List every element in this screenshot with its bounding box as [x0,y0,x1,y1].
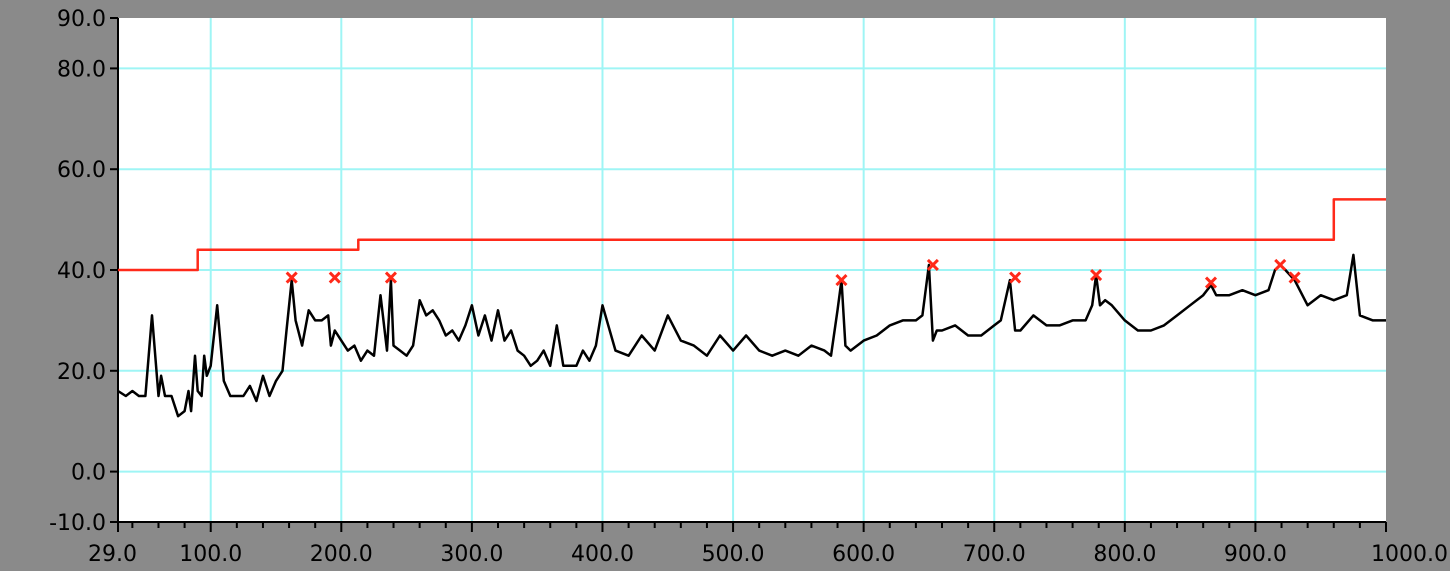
peak-marker-stroke [926,258,939,272]
peak-marker-stroke [328,271,341,284]
peak-marker [926,258,939,272]
peak-marker [1009,271,1022,284]
peak-marker-stroke [1288,271,1301,284]
peak-marker [835,274,848,287]
x-tick-label: 500.0 [702,542,765,567]
x-tick-label: 300.0 [440,542,503,567]
measurement-line [117,253,1386,418]
peak-marker-stroke [835,274,848,287]
y-tick-label: 80.0 [57,57,106,82]
y-tick-label: 20.0 [57,360,106,385]
x-tick-label: 700.0 [963,542,1026,567]
peak-marker [285,271,298,284]
peak-marker [328,271,341,284]
x-tick-label: 29.0 [88,542,137,567]
peak-marker [1204,276,1218,289]
x-tick-label: 1000.0 [1371,542,1448,567]
peak-marker-stroke [1204,276,1218,289]
y-tick-label: 40.0 [57,259,106,284]
peak-marker [384,271,397,284]
peak-marker-stroke [1274,258,1287,272]
y-tick-label: 0.0 [71,461,106,486]
x-tick-label: 100.0 [179,542,242,567]
series-layer [117,198,1386,418]
y-tick-label: 90.0 [57,7,106,32]
x-tick-label: 600.0 [832,542,895,567]
limit-line [118,198,1386,272]
x-tick-label: 900.0 [1224,542,1287,567]
y-tick-label: -10.0 [49,511,106,536]
peak-marker-stroke [384,271,397,284]
peak-marker-stroke [285,271,298,284]
marker-layer [285,258,1301,289]
peak-marker-stroke [1090,268,1103,282]
peak-marker [1288,271,1301,284]
x-tick-label: 200.0 [310,542,373,567]
peak-marker-stroke [1009,271,1022,284]
axes: -10.0 0.0 20.0 40.0 60.0 80.0 90.0 29.0 100.0 200… [49,7,1448,567]
peak-marker [1274,258,1287,272]
y-tick-label: 60.0 [57,158,106,183]
grid [118,18,1386,522]
x-tick-label: 400.0 [571,542,634,567]
peak-marker [1090,268,1103,282]
x-tick-label: 800.0 [1093,542,1156,567]
